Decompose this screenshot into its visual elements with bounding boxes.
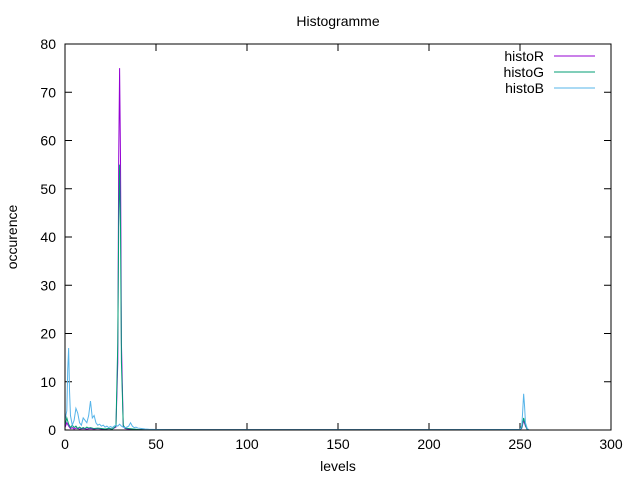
x-tick-label: 150: [326, 436, 350, 452]
series-layer: [64, 68, 530, 431]
y-tick-label: 80: [40, 36, 56, 52]
y-tick-label: 60: [40, 133, 56, 149]
x-axis: 0 50 100 150 200 250 300: [61, 44, 623, 452]
x-tick-label: 50: [148, 436, 164, 452]
y-tick-label: 20: [40, 326, 56, 342]
x-axis-label: levels: [320, 458, 356, 474]
x-tick-label: 250: [508, 436, 532, 452]
plot-frame: [64, 43, 612, 431]
x-tick-label: 100: [235, 436, 259, 452]
y-tick-label: 10: [40, 374, 56, 390]
series-line-histoR: [64, 68, 530, 431]
y-axis-label: occurence: [4, 204, 20, 269]
x-tick-label: 300: [599, 436, 623, 452]
x-tick-label: 0: [61, 436, 69, 452]
series-line-histoB: [64, 347, 530, 431]
x-tick-label: 200: [417, 436, 441, 452]
chart-title: Histogramme: [296, 13, 379, 29]
y-tick-label: 50: [40, 181, 56, 197]
legend-label-histoR: histoR: [504, 48, 544, 64]
series-line-histoG: [64, 164, 530, 431]
y-axis: 0 10 20 30 40 50 60 70 80: [40, 36, 611, 438]
legend-label-histoB: histoB: [505, 80, 544, 96]
y-tick-label: 40: [40, 229, 56, 245]
legend-label-histoG: histoG: [504, 64, 544, 80]
y-tick-label: 30: [40, 277, 56, 293]
y-tick-label: 0: [48, 422, 56, 438]
y-tick-label: 70: [40, 84, 56, 100]
